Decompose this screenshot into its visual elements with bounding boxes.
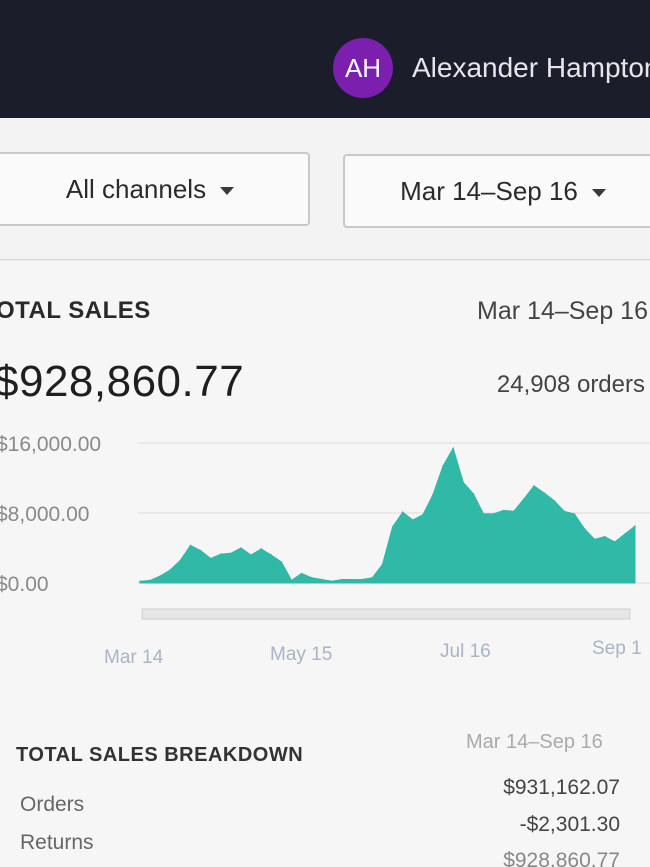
- data-point: [341, 578, 343, 581]
- data-point: [472, 493, 475, 495]
- data-point: [583, 528, 586, 530]
- data-point: [290, 579, 293, 582]
- total-sales-orders: 24,908 orders: [496, 371, 645, 398]
- data-point: [432, 493, 434, 496]
- top-bar: AH Alexander Hampton: [0, 0, 650, 118]
- total-sales-title: OTAL SALES: [0, 297, 151, 324]
- data-point: [310, 577, 313, 579]
- total-sales-amount: $928,860.77: [0, 357, 245, 406]
- data-point: [502, 509, 505, 512]
- data-point: [351, 578, 353, 581]
- data-point: [361, 578, 364, 581]
- caret-down-icon: [220, 186, 235, 195]
- breakdown-orders-value: $931,162.07: [503, 776, 620, 799]
- y-tick-label: $0.00: [0, 573, 49, 596]
- breakdown-returns-label: Returns: [20, 831, 94, 854]
- data-point: [321, 578, 323, 581]
- data-point: [452, 447, 455, 450]
- data-point: [240, 547, 242, 549]
- data-point: [300, 572, 303, 575]
- data-point: [169, 569, 172, 571]
- data-point: [189, 544, 192, 547]
- data-point: [230, 552, 232, 555]
- data-point: [563, 510, 566, 513]
- data-point: [270, 554, 273, 556]
- data-point: [482, 513, 485, 515]
- data-point: [462, 481, 465, 484]
- data-point: [412, 519, 414, 521]
- breakdown-range: Mar 14–Sep 16: [466, 731, 603, 753]
- data-point: [543, 492, 545, 494]
- data-point: [159, 575, 161, 577]
- sales-chart[interactable]: $16,000.00 $8,000.00 $0.00 Mar 14 May 15 Jul …: [0, 431, 650, 671]
- user-name[interactable]: Alexander Hampton: [412, 52, 650, 83]
- channel-select-label: All channels: [65, 173, 207, 204]
- data-point: [624, 533, 626, 535]
- data-point: [533, 485, 535, 487]
- data-point: [634, 525, 636, 527]
- x-tick-label: May 15: [270, 644, 332, 665]
- filter-bar: All channels Mar 14–Sep 16: [0, 118, 650, 260]
- data-point: [139, 580, 141, 583]
- total-sales-range: Mar 14–Sep 16: [477, 297, 648, 325]
- caret-down-icon: [591, 188, 606, 197]
- data-point: [280, 561, 283, 563]
- y-tick-label: $8,000.00: [0, 503, 89, 526]
- data-point: [381, 563, 384, 566]
- data-point: [442, 465, 444, 467]
- data-point: [603, 535, 606, 538]
- data-point: [199, 549, 202, 552]
- data-point: [260, 548, 263, 550]
- channel-select[interactable]: All channels: [0, 152, 310, 226]
- breakdown-returns-value: -$2,301.30: [519, 813, 620, 836]
- data-point: [422, 514, 424, 516]
- date-range-select-label: Mar 14–Sep 16: [400, 175, 578, 206]
- data-point: [553, 500, 555, 502]
- data-point: [523, 498, 525, 500]
- data-point: [401, 511, 404, 513]
- data-point: [179, 559, 182, 562]
- data-point: [492, 513, 495, 515]
- data-point: [593, 538, 596, 541]
- data-point: [513, 510, 515, 513]
- x-tick-label: Mar 14: [104, 647, 164, 668]
- data-point: [371, 577, 374, 579]
- breakdown-total-value: $928,860.77: [503, 849, 620, 867]
- data-point: [391, 526, 394, 528]
- sales-series-area: [139, 447, 636, 584]
- breakdown-orders-label: Orders: [20, 793, 85, 816]
- total-sales-card: OTAL SALES Mar 14–Sep 16 $928,860.77 24,…: [0, 261, 650, 867]
- data-point: [331, 580, 333, 583]
- data-point: [220, 553, 222, 555]
- avatar[interactable]: AH: [333, 38, 393, 98]
- date-range-select[interactable]: Mar 14–Sep 16: [343, 154, 650, 228]
- data-point: [614, 541, 616, 543]
- x-tick-label: Jul 16: [440, 641, 491, 662]
- data-point: [573, 513, 576, 515]
- data-point: [209, 557, 212, 560]
- data-point: [250, 554, 252, 556]
- y-tick-label: $16,000.00: [0, 433, 101, 456]
- data-point: [149, 579, 151, 582]
- x-tick-label: Sep 1: [592, 638, 642, 659]
- breakdown-title: TOTAL SALES BREAKDOWN: [16, 744, 304, 766]
- range-scrubber[interactable]: [141, 608, 631, 620]
